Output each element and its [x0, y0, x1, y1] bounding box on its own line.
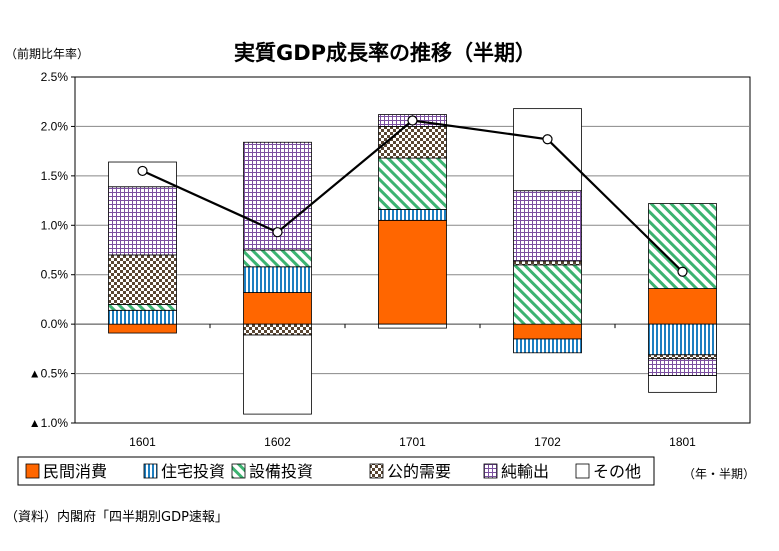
bar-segment [243, 266, 312, 293]
bar-segment [108, 323, 177, 334]
bar-segment [378, 126, 447, 159]
gdp-growth-point [137, 165, 148, 177]
y-tick-label: 1.0% [41, 218, 69, 232]
gdp-growth-point [407, 115, 418, 126]
bar-segment [648, 288, 717, 325]
plot-area: 2.5% 2.0% 1.5% 1.0% 0.5% 0.0% ▲0.5% ▲1.0% 1601 16… [29, 70, 751, 449]
x-tick-label: 1801 [669, 435, 696, 449]
legend-label: 純輸出 [501, 462, 549, 481]
gdp-growth-point [542, 134, 553, 145]
x-tick-label: 1602 [264, 435, 291, 449]
bar-segment [108, 303, 177, 311]
bar-segment [648, 375, 717, 393]
bar-segment [378, 219, 447, 325]
plot-border [74, 76, 751, 424]
bar-segment [513, 338, 582, 354]
legend-label: その他 [593, 462, 641, 481]
bar-segment [378, 157, 447, 210]
x-tick-label: 1601 [129, 435, 156, 449]
source-note: （資料）内閣府「四半期別GDP速報」 [5, 509, 228, 525]
bar-segment [378, 209, 447, 221]
legend-swatch [575, 463, 590, 479]
bar-segment [243, 323, 312, 336]
gdp-growth-point [677, 266, 688, 277]
legend: 民間消費 住宅投資 設備投資 公的需要 純輸出 その他 [17, 456, 655, 486]
bar-segment [108, 309, 177, 325]
y-tick-label: ▲0.5% [29, 367, 69, 381]
y-tick-label: 2.0% [41, 119, 69, 133]
bar-segment [648, 354, 717, 360]
x-axis-unit: （年・半期） [683, 467, 755, 481]
legend-swatch [483, 463, 498, 479]
legend-swatch [25, 463, 40, 479]
x-tick-label: 1702 [534, 435, 561, 449]
bar-segment [243, 249, 312, 268]
bar-segment [243, 334, 312, 415]
bar-segment [108, 254, 177, 305]
x-tick-label: 1701 [399, 435, 426, 449]
legend-swatch [369, 463, 384, 479]
legend-box [17, 456, 655, 486]
legend-label: 住宅投資 [161, 462, 225, 481]
bar-segment [648, 358, 717, 376]
legend-swatch [231, 463, 246, 479]
y-tick-label: 1.5% [41, 169, 69, 183]
bar-segment [243, 292, 312, 325]
legend-label: 民間消費 [43, 462, 107, 481]
legend-swatch [143, 463, 158, 479]
y-tick-label: 2.5% [41, 70, 69, 84]
legend-label: 設備投資 [249, 462, 313, 481]
gdp-growth-point [272, 227, 283, 238]
bar-segment [378, 323, 447, 329]
y-tick-label: 0.5% [41, 268, 69, 282]
y-axis-unit: （前期比年率） [5, 46, 89, 61]
chart-title: 実質GDP成長率の推移（半期） [234, 41, 536, 65]
bar-segment [513, 323, 582, 340]
bar-segment [513, 264, 582, 325]
bar-segment [108, 186, 177, 256]
bar-segment [648, 323, 717, 356]
bar-segment [513, 260, 582, 266]
y-tick-label: 0.0% [41, 317, 69, 331]
bar-segment [513, 108, 582, 192]
y-tick-label: ▲1.0% [29, 416, 69, 430]
bar-segment [513, 190, 582, 262]
legend-label: 公的需要 [387, 462, 451, 481]
